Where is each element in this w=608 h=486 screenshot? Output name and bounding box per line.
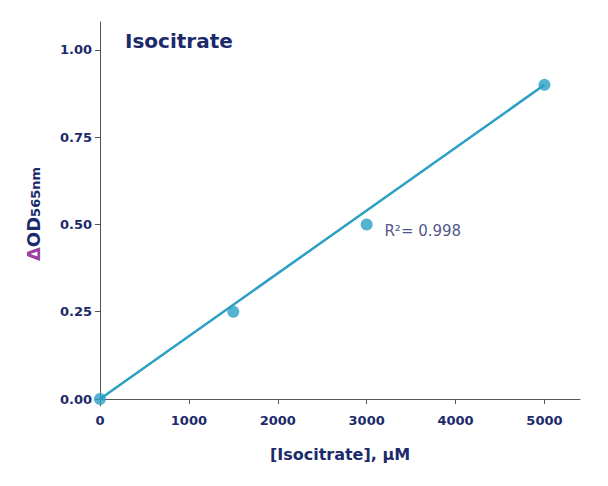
- svg-text:0.75: 0.75: [60, 130, 92, 145]
- svg-text:0.50: 0.50: [60, 217, 92, 232]
- svg-text:OD: OD: [23, 217, 44, 247]
- svg-text:565nm: 565nm: [28, 167, 43, 217]
- svg-text:1000: 1000: [171, 413, 207, 428]
- svg-text:1.00: 1.00: [60, 42, 92, 57]
- svg-text:2000: 2000: [260, 413, 296, 428]
- svg-text:4000: 4000: [437, 413, 473, 428]
- svg-text:Δ: Δ: [23, 247, 44, 261]
- svg-text:R²= 0.998: R²= 0.998: [384, 222, 461, 240]
- svg-text:0.25: 0.25: [60, 304, 92, 319]
- svg-text:[Isocitrate], μM: [Isocitrate], μM: [270, 445, 410, 464]
- svg-text:0: 0: [95, 413, 104, 428]
- svg-text:5000: 5000: [526, 413, 562, 428]
- svg-text:3000: 3000: [349, 413, 385, 428]
- svg-text:0.00: 0.00: [60, 392, 92, 407]
- svg-text:Isocitrate: Isocitrate: [125, 29, 233, 53]
